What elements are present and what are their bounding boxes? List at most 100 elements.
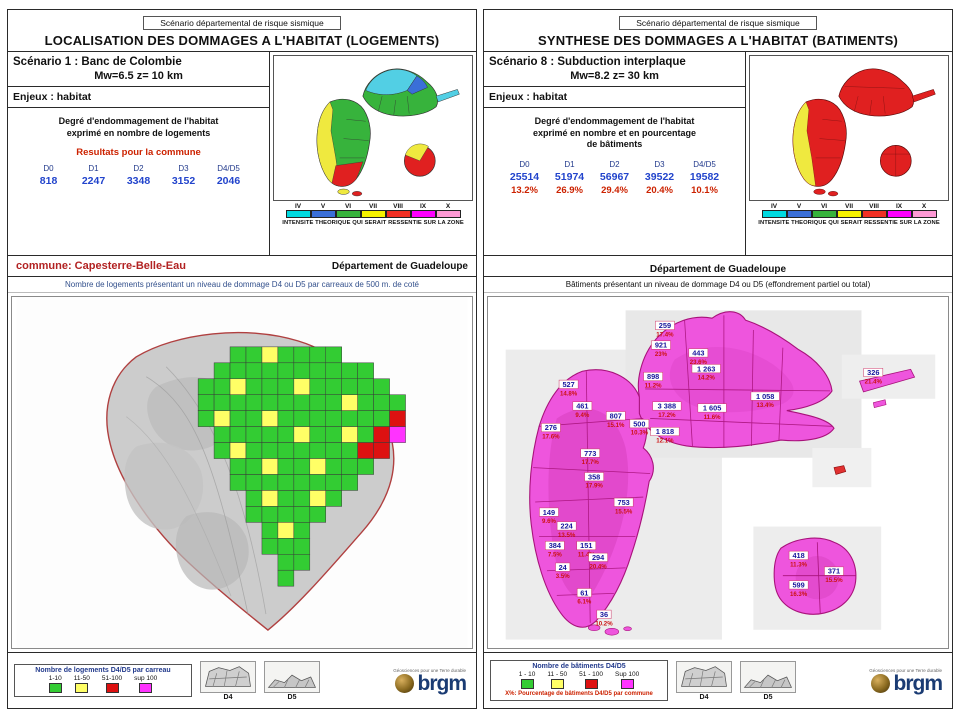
svg-text:753: 753 — [618, 498, 630, 507]
svg-text:23.6%: 23.6% — [690, 359, 708, 366]
intensity-segment — [285, 210, 311, 218]
cell-il: VI — [344, 203, 352, 210]
damage-cell — [277, 474, 295, 491]
left-damage-headers: D0 D1 D2 D3 D4/D5 — [10, 164, 267, 173]
damage-cell — [213, 362, 231, 380]
legend-title: Nombre de logements D4/D5 par carreau — [35, 667, 171, 674]
damage-cell — [309, 506, 327, 523]
d5-label: D5 — [287, 693, 297, 701]
intensity-segment — [761, 210, 787, 218]
svg-text:9.4%: 9.4% — [575, 412, 589, 419]
damage-cell — [293, 490, 311, 507]
damage-cell — [373, 394, 390, 411]
right-damage-box: Degré d'endommagement de l'habitat expri… — [484, 108, 745, 255]
legend-item: 1-10 — [48, 675, 62, 693]
svg-text:259: 259 — [659, 321, 671, 330]
commune-label: 384 7.5% — [545, 541, 565, 559]
svg-text:13.5%: 13.5% — [558, 532, 576, 539]
damage-cell — [277, 410, 295, 427]
left-map-col: IV V VI VII VIII IX X INTENSITE THEORIQUE QUI … — [270, 52, 476, 255]
d4-label: D4 — [223, 693, 233, 701]
left-map-caption: Nombre de logements présentant un niveau… — [8, 277, 476, 293]
left-legend-items: 1-10 11-50 51-100 sup 100 — [21, 675, 185, 693]
right-damage-values: 25514 51974 56967 39522 19582 — [486, 171, 743, 183]
cell-il: VIII — [869, 203, 879, 210]
commune-label: 326 21.4% — [863, 368, 884, 386]
intensity-segment — [385, 210, 411, 218]
damage-cell — [261, 538, 279, 555]
damage-cell — [293, 522, 311, 539]
damage-cell — [325, 474, 342, 491]
damage-cell — [277, 522, 295, 539]
damage-grid — [197, 346, 406, 587]
svg-text:9.6%: 9.6% — [542, 518, 556, 525]
damage-cell — [325, 490, 342, 507]
damage-cell — [357, 362, 374, 380]
damage-cell — [325, 394, 342, 411]
damage-cell — [245, 506, 263, 523]
damage-cell — [309, 474, 327, 491]
damage-cell — [389, 394, 406, 411]
svg-text:6.1%: 6.1% — [577, 599, 591, 606]
scenario-name: Scénario 1 : Banc de Colombie — [13, 56, 182, 68]
commune-label: 1 818 12.1% — [650, 427, 680, 445]
damage-cell — [245, 410, 263, 427]
right-map-caption: Bâtiments présentant un niveau de dommag… — [484, 277, 952, 293]
commune-label: 500 10.3% — [629, 419, 650, 437]
damage-cell — [197, 410, 215, 427]
left-intensity-scale: IV V VI VII VIII IX X INTENSITE THEORIQUE QUI … — [273, 203, 473, 226]
svg-text:1 818: 1 818 — [656, 427, 674, 436]
cell-il: V — [796, 203, 802, 210]
damage-cell — [261, 362, 279, 380]
intensity-segment — [811, 210, 837, 218]
legend-item: sup 100 — [134, 675, 157, 693]
svg-text:24: 24 — [559, 563, 568, 572]
left-big-map — [11, 296, 473, 649]
brgm-wordmark: brgm — [893, 671, 943, 695]
cell-dh: D3 — [178, 164, 189, 174]
left-top-block: Scénario départemental de risque sismiqu… — [8, 10, 476, 52]
damage-cell — [341, 362, 358, 380]
damage-cell — [261, 506, 279, 523]
right-intensity-bar — [749, 210, 949, 218]
right-header: Scénario départemental de risque sismiqu… — [619, 16, 817, 30]
svg-text:326: 326 — [867, 368, 879, 377]
damage-cell — [229, 474, 247, 491]
damage-cell — [293, 554, 311, 571]
svg-text:11.2%: 11.2% — [645, 382, 662, 389]
damage-heading-line: exprimé en nombre de logements — [66, 127, 211, 138]
scenario-name: Scénario 8 : Subduction interplaque — [489, 56, 686, 68]
damage-cell — [325, 442, 342, 459]
damage-cell — [309, 346, 327, 364]
right-damage-pcts: 13.2% 26.9% 29.4% 20.4% 10.1% — [486, 185, 743, 196]
svg-text:1 263: 1 263 — [697, 364, 715, 373]
right-damage-heading: Degré d'endommagement de l'habitat expri… — [486, 116, 743, 151]
guadeloupe-mini-map-right — [750, 57, 948, 199]
svg-text:527: 527 — [562, 380, 574, 389]
svg-text:13.4%: 13.4% — [757, 402, 775, 409]
svg-text:15.5%: 15.5% — [615, 508, 633, 515]
intensity-segment — [861, 210, 887, 218]
svg-text:10.2%: 10.2% — [595, 620, 613, 627]
svg-text:371: 371 — [828, 567, 840, 576]
svg-text:151: 151 — [580, 541, 592, 550]
damage-cell — [309, 426, 327, 443]
svg-text:14.8%: 14.8% — [560, 390, 578, 397]
right-footer: Nombre de bâtiments D4/D5 1 - 10 11 - 50 5… — [484, 652, 952, 708]
svg-text:61: 61 — [580, 588, 588, 597]
cell-dh: D4/D5 — [217, 164, 240, 174]
damage-cell — [293, 394, 311, 411]
damage-cell — [293, 346, 311, 364]
damage-cell — [277, 426, 295, 443]
d4-damage-icon — [200, 660, 256, 693]
damage-cell — [325, 346, 342, 364]
svg-text:500: 500 — [633, 419, 645, 428]
cell-dh: D1 — [88, 164, 99, 174]
